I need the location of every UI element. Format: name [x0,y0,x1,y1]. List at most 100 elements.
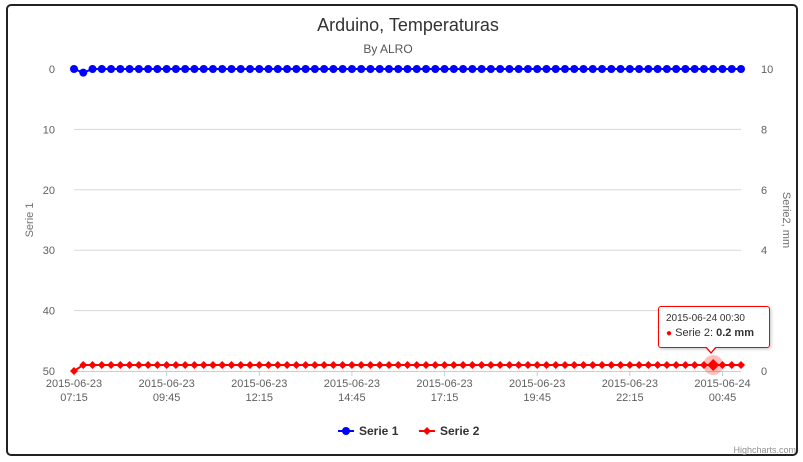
data-point-serie-1 [598,65,607,73]
data-point-serie-2 [227,360,236,369]
data-point-serie-1 [449,65,458,73]
y-right-tick-label: 8 [761,124,767,136]
data-point-serie-1 [625,65,634,73]
x-tick-label-date: 2015-06-23 [231,378,287,390]
tooltip-value: 0.2 mm [716,327,754,339]
data-point-serie-2 [486,360,495,369]
data-point-serie-1 [107,65,116,73]
data-point-serie-1 [727,65,736,73]
data-point-serie-1 [579,65,588,73]
data-point-serie-2 [718,360,727,369]
data-point-serie-1 [431,65,440,73]
data-point-serie-2 [310,360,319,369]
x-tick-label-time: 14:45 [338,392,366,404]
data-point-serie-2 [477,360,486,369]
data-point-serie-1 [412,65,421,73]
data-point-serie-2 [384,360,393,369]
data-point-serie-2 [199,360,208,369]
data-point-serie-2 [357,360,366,369]
data-point-serie-2 [366,360,375,369]
data-point-serie-1 [347,65,356,73]
data-point-serie-2 [551,360,560,369]
data-point-serie-2 [690,360,699,369]
data-point-serie-2 [79,360,88,369]
data-point-serie-2 [570,360,579,369]
data-point-serie-1 [366,65,375,73]
data-point-serie-2 [292,360,301,369]
data-point-serie-2 [97,360,106,369]
data-point-serie-1 [737,65,745,73]
data-point-serie-2 [523,360,532,369]
data-point-serie-1 [144,65,153,73]
data-point-serie-1 [236,65,245,73]
legend-item-serie-2[interactable]: Serie 2 [419,424,480,438]
legend-marker-serie-2 [423,427,431,435]
data-point-serie-2 [699,360,708,369]
legend-item-serie-1[interactable]: Serie 1 [338,424,399,438]
chart-subtitle: By ALRO [363,42,412,56]
data-point-serie-1 [125,65,134,73]
data-point-serie-2 [542,360,551,369]
y-axis-left: 0 10 20 30 40 50 [43,64,55,378]
legend[interactable]: Serie 1 Serie 2 [338,424,480,438]
data-point-serie-1 [310,65,319,73]
hovered-data-point [707,358,720,371]
data-point-serie-2 [347,360,356,369]
x-tick-label-date: 2015-06-23 [324,378,380,390]
y-right-tick-label: 4 [761,245,767,257]
data-point-serie-2 [496,360,505,369]
data-point-serie-1 [208,65,217,73]
data-point-serie-2 [218,360,227,369]
tooltip: 2015-06-24 00:30 ● Serie 2: 0.2 mm [658,306,770,348]
data-point-serie-2 [116,360,125,369]
credits-link[interactable]: Highcharts.com [733,445,796,455]
data-point-serie-2 [88,360,97,369]
data-point-serie-1 [88,65,97,73]
data-point-serie-2 [329,360,338,369]
data-point-serie-1 [283,65,292,73]
data-point-serie-1 [422,65,431,73]
data-point-serie-1 [699,65,708,73]
x-tick-label-time: 12:15 [246,392,274,404]
data-point-serie-1 [227,65,236,73]
data-point-serie-2 [246,360,255,369]
data-point-serie-1 [162,65,171,73]
y-axis-right-title: Serie2, mm [780,192,792,248]
data-point-serie-1 [672,65,681,73]
data-point-serie-2 [153,360,162,369]
data-point-serie-1 [301,65,310,73]
data-point-serie-2 [236,360,245,369]
data-point-serie-2 [468,360,477,369]
data-point-serie-2 [125,360,134,369]
data-point-serie-1 [375,65,384,73]
data-point-serie-2 [440,360,449,369]
data-point-serie-2 [598,360,607,369]
data-point-serie-1 [116,65,125,73]
legend-marker-serie-1 [342,427,350,435]
y-left-tick-label: 30 [43,245,55,257]
data-point-serie-1 [477,65,486,73]
data-point-serie-1 [505,65,514,73]
data-point-serie-1 [468,65,477,73]
data-point-serie-2 [338,360,347,369]
data-point-serie-2 [283,360,292,369]
x-tick-label-date: 2015-06-24 [694,378,750,390]
data-point-serie-1 [440,65,449,73]
data-point-serie-2 [672,360,681,369]
data-point-serie-1 [662,65,671,73]
data-point-serie-2 [264,360,273,369]
data-point-serie-1 [264,65,273,73]
data-point-serie-1 [496,65,505,73]
data-point-serie-1 [486,65,495,73]
data-point-serie-1 [70,65,78,73]
data-point-serie-2 [273,360,282,369]
data-point-serie-2 [579,360,588,369]
data-point-serie-1 [607,65,616,73]
data-point-serie-1 [153,65,162,73]
data-point-serie-1 [459,65,468,73]
data-point-serie-1 [384,65,393,73]
grid-lines [74,128,741,312]
tooltip-body: ● Serie 2: 0.2 mm [666,327,762,339]
series-group [70,65,745,375]
